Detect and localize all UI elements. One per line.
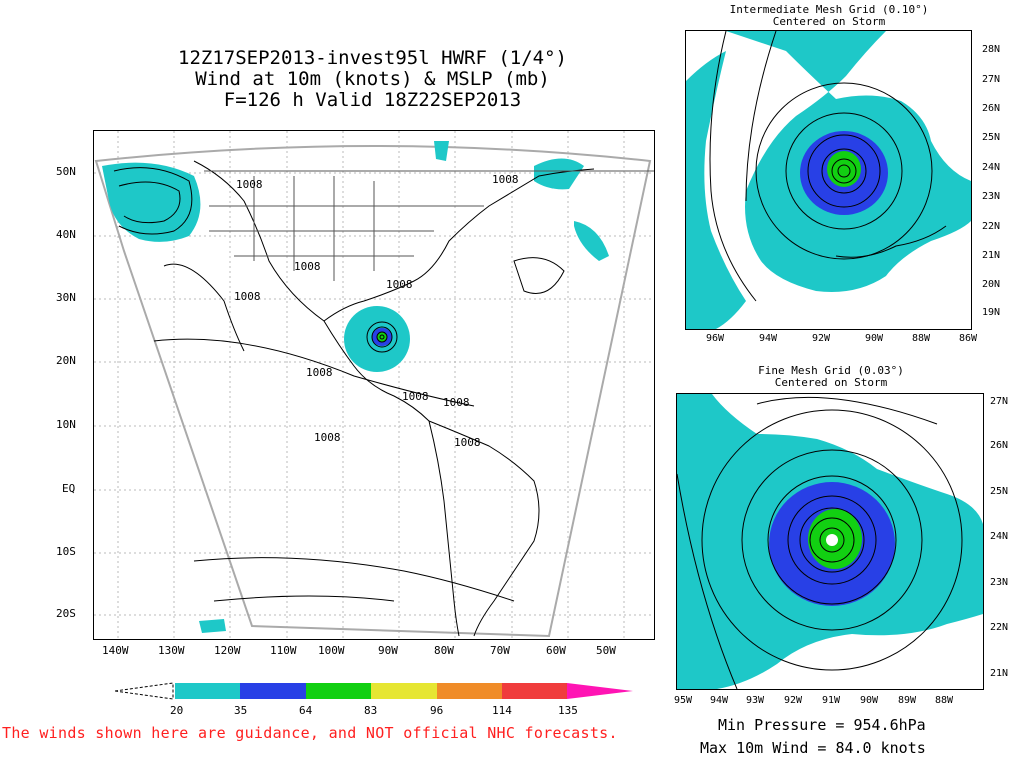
lat-label: 20N [56, 354, 76, 367]
lon-label: 89W [898, 695, 917, 706]
lon-label: 95W [674, 695, 693, 706]
isobar-label: 1008 [402, 390, 429, 403]
guidance-disclaimer: The winds shown here are guidance, and N… [2, 724, 618, 742]
lat-label: 30N [56, 291, 76, 304]
isobar-label: 1008 [454, 436, 481, 449]
lon-label: 50W [596, 644, 616, 657]
lon-label: 90W [860, 695, 879, 706]
colorbar-swatch [502, 683, 567, 699]
chart-title-line1: 12Z17SEP2013-invest95l HWRF (1/4°) [178, 47, 567, 69]
colorbar-swatch [437, 683, 502, 699]
colorbar-swatch [240, 683, 306, 699]
colorbar-swatch [371, 683, 437, 699]
lat-label: 50N [56, 165, 76, 178]
lon-label: 110W [270, 644, 297, 657]
lat-label: 28N [982, 44, 1001, 55]
lat-label: 22N [990, 622, 1009, 633]
fine-panel-subtitle: Centered on Storm [774, 376, 888, 389]
lat-label: 25N [982, 132, 1001, 143]
lat-label: 27N [990, 396, 1009, 407]
lat-label: 19N [982, 307, 1001, 318]
lon-label: 88W [912, 333, 931, 344]
intermediate-mesh-map [685, 30, 972, 330]
lon-label: 94W [710, 695, 729, 706]
lon-label: 86W [959, 333, 978, 344]
lon-label: 90W [378, 644, 398, 657]
lat-label: 10N [56, 418, 76, 431]
lat-label: 25N [990, 486, 1009, 497]
main-map-canvas [94, 131, 654, 639]
max-wind-readout: Max 10m Wind = 84.0 knots [700, 739, 926, 757]
colorbar-swatch [175, 683, 240, 699]
lon-label: 80W [434, 644, 454, 657]
lon-label: 88W [935, 695, 954, 706]
lon-label: 120W [214, 644, 241, 657]
colorbar-label: 35 [234, 704, 248, 717]
lat-label: 27N [982, 74, 1001, 85]
colorbar-label: 64 [299, 704, 313, 717]
lon-label: 92W [784, 695, 803, 706]
lat-label: 23N [982, 191, 1001, 202]
min-pressure-readout: Min Pressure = 954.6hPa [718, 716, 926, 734]
lat-label: 21N [982, 250, 1001, 261]
chart-title-line3: F=126 h Valid 18Z22SEP2013 [223, 89, 522, 111]
intermediate-panel-title: Intermediate Mesh Grid (0.10°) [729, 3, 929, 16]
lon-label: 100W [318, 644, 345, 657]
lon-label: 60W [546, 644, 566, 657]
lon-label: 91W [822, 695, 841, 706]
isobar-label: 1008 [386, 278, 413, 291]
lon-label: 130W [158, 644, 185, 657]
lon-label: 70W [490, 644, 510, 657]
chart-title-line2: Wind at 10m (knots) & MSLP (mb) [195, 68, 550, 90]
lon-label: 93W [746, 695, 765, 706]
colorbar-label: 114 [492, 704, 512, 717]
colorbar-right-arrow [567, 683, 633, 699]
colorbar-label: 83 [364, 704, 378, 717]
lon-label: 90W [865, 333, 884, 344]
fine-panel-title: Fine Mesh Grid (0.03°) [758, 364, 904, 377]
lon-label: 94W [759, 333, 778, 344]
main-map: 1008 1008 1008 1008 1008 1008 1008 1008 … [93, 130, 655, 640]
colorbar-label: 20 [170, 704, 184, 717]
isobar-label: 1008 [306, 366, 333, 379]
isobar-label: 1008 [294, 260, 321, 273]
lat-label: 24N [982, 162, 1001, 173]
isobar-label: 1008 [314, 431, 341, 444]
lat-label: 20N [982, 279, 1001, 290]
fine-mesh-map [676, 393, 984, 690]
colorbar-label: 96 [430, 704, 444, 717]
lat-label: 21N [990, 668, 1009, 679]
lat-label: 20S [56, 607, 76, 620]
lat-label: 40N [56, 228, 76, 241]
isobar-label: 1008 [492, 173, 519, 186]
lon-label: 140W [102, 644, 129, 657]
colorbar-left-arrow [115, 682, 174, 700]
intermediate-panel-subtitle: Centered on Storm [772, 15, 886, 28]
lat-label: 24N [990, 531, 1009, 542]
colorbar-label: 135 [558, 704, 578, 717]
lat-label: 23N [990, 577, 1009, 588]
lat-label: 26N [990, 440, 1009, 451]
lon-label: 96W [706, 333, 725, 344]
colorbar-swatch [306, 683, 371, 699]
isobar-label: 1008 [234, 290, 261, 303]
isobar-label: 1008 [443, 396, 470, 409]
isobar-label: 1008 [236, 178, 263, 191]
lat-label: 22N [982, 221, 1001, 232]
lat-label: EQ [62, 482, 76, 495]
lat-label: 10S [56, 545, 76, 558]
lon-label: 92W [812, 333, 831, 344]
lat-label: 26N [982, 103, 1001, 114]
